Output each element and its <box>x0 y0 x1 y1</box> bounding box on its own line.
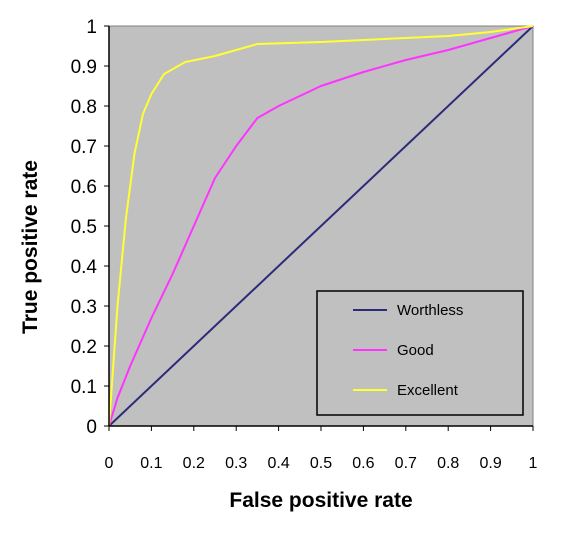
series-line-worthless <box>108 25 534 427</box>
y-tick-label: 0.4 <box>71 257 98 278</box>
y-tick-label: 0.9 <box>71 57 97 78</box>
y-tick-label: 0.5 <box>71 217 97 238</box>
y-tick-label: 0.8 <box>71 97 97 118</box>
legend-label-worthless: Worthless <box>397 302 463 319</box>
x-tick-label: 0.1 <box>140 455 162 472</box>
y-tick-label: 0.1 <box>71 377 97 398</box>
x-tick-label: 0.7 <box>395 455 417 472</box>
x-axis-title: False positive rate <box>229 489 412 512</box>
x-tick-label: 0 <box>105 455 114 472</box>
series-layer <box>108 25 534 427</box>
x-tick-label: 0.9 <box>479 455 501 472</box>
y-tick-label: 0.3 <box>71 297 97 318</box>
x-tick-label: 0.4 <box>267 455 289 472</box>
legend: Worthless Good Excellent <box>316 290 524 416</box>
y-tick-label: 0.6 <box>71 177 97 198</box>
series-line-excellent <box>108 25 534 427</box>
x-tick-label: 0.5 <box>310 455 332 472</box>
legend-box <box>316 290 524 416</box>
series-line-good <box>108 25 534 427</box>
y-tick-label: 0.2 <box>71 337 97 358</box>
y-tick-label: 0.7 <box>71 137 97 158</box>
ticks-layer: 0 0.1 0.2 0.3 0.4 0.5 0.6 0.7 0.8 0.9 1 0 0.1 0.2 0.3 0… <box>71 17 538 472</box>
y-axis-title: True positive rate <box>19 160 42 334</box>
y-tick-label: 0 <box>86 417 97 438</box>
y-tick-label: 1 <box>86 17 97 38</box>
x-tick-label: 0.8 <box>437 455 459 472</box>
legend-label-excellent: Excellent <box>397 382 459 399</box>
x-tick-label: 1 <box>529 455 538 472</box>
x-tick-label: 0.2 <box>183 455 205 472</box>
x-tick-label: 0.3 <box>225 455 247 472</box>
x-tick-label: 0.6 <box>352 455 374 472</box>
legend-label-good: Good <box>397 342 434 359</box>
